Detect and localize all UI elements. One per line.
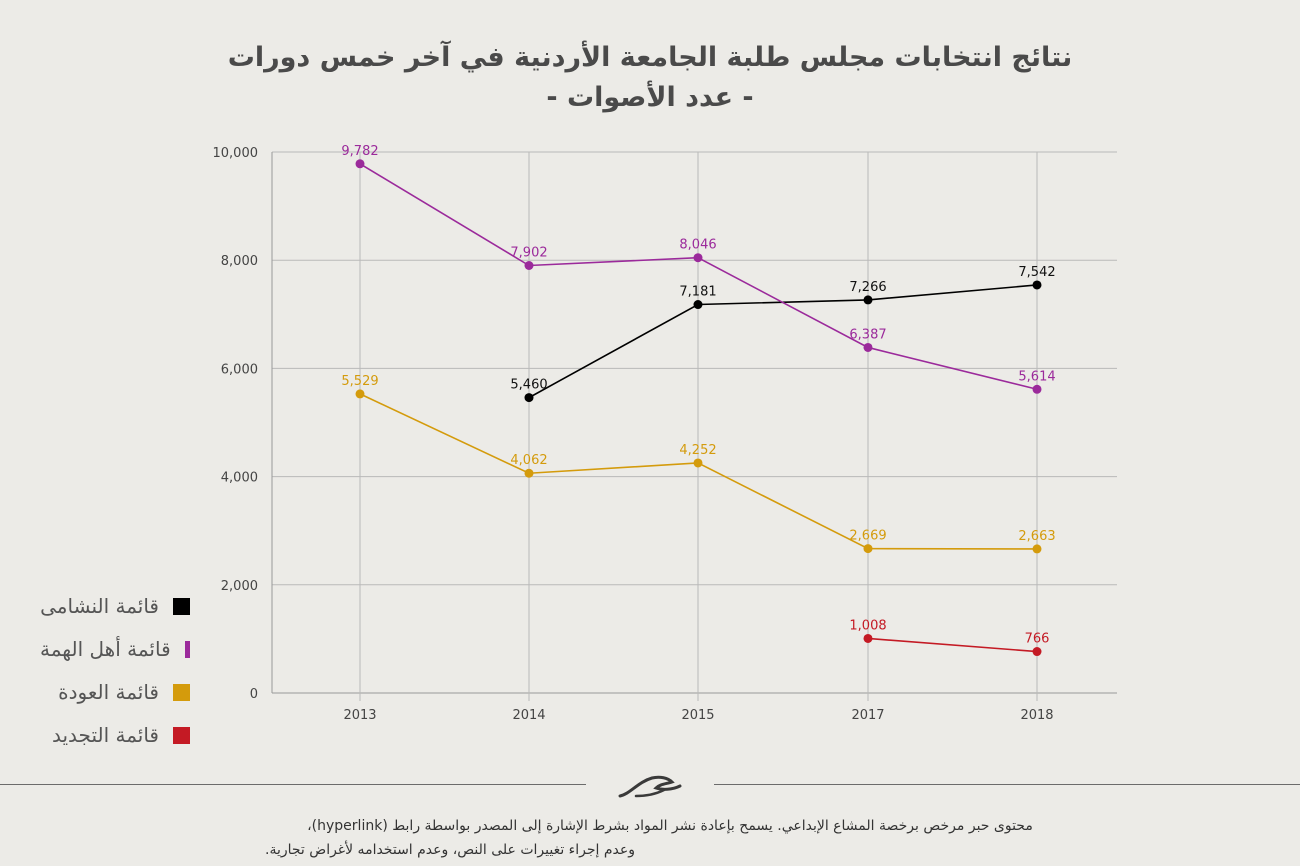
legend-item-altajdeed: قائمة التجديد [40,720,190,750]
legend-label: قائمة التجديد [51,723,159,747]
legend-item-ahl-alhimma: قائمة أهل الهمة [40,634,190,664]
legend-label: قائمة العودة [58,680,159,704]
data-point [693,253,703,263]
x-tick-label: 2018 [1020,708,1053,723]
data-label: 7,266 [849,280,886,295]
y-tick-label: 0 [250,687,258,702]
x-tick-label: 2013 [343,708,376,723]
chart-subtitle: - عدد الأصوات - [546,82,754,113]
data-label: 4,252 [679,443,716,458]
x-tick-label: 2014 [512,708,545,723]
data-point [1032,280,1042,290]
data-point [524,468,534,478]
legend-label: قائمة أهل الهمة [40,637,171,661]
x-tick-label: 2015 [681,708,714,723]
license-text-line1: محتوى حبر مرخص برخصة المشاع الإبداعي. يس… [307,818,1033,834]
license-text-line2: وعدم إجراء تغييرات على النص، وعدم استخدا… [265,842,635,858]
data-label: 7,902 [510,246,547,261]
data-point [693,458,703,468]
data-point [524,393,534,403]
series-line [867,637,1038,653]
y-tick-label: 6,000 [221,362,258,377]
data-point [863,295,873,305]
data-label: 9,782 [341,144,378,159]
y-tick-label: 2,000 [221,579,258,594]
legend-swatch [173,597,190,615]
data-point [863,544,873,554]
data-label: 5,614 [1018,369,1055,384]
legend-swatch [173,726,190,744]
chart-title: نتائج انتخابات مجلس طلبة الجامعة الأردني… [227,42,1073,73]
data-label: 7,542 [1018,265,1055,280]
data-label: 5,529 [341,374,378,389]
legend-label: قائمة النشامى [40,594,159,618]
data-label: 1,008 [849,618,886,633]
data-label: 5,460 [510,378,547,393]
data-label: 766 [1025,632,1050,647]
data-label: 2,669 [849,529,886,544]
data-label: 6,387 [849,327,886,342]
data-point [863,342,873,352]
footer-divider-left [0,784,586,785]
legend-item-nashama: قائمة النشامى [40,591,190,621]
data-label: 2,663 [1018,529,1055,544]
legend-swatch [173,683,190,701]
data-point [1032,544,1042,554]
footer-divider-right [714,784,1300,785]
data-label: 8,046 [679,238,716,253]
data-point [355,159,365,169]
brand-logo [618,775,682,798]
legend-swatch [184,640,190,658]
data-point [524,261,534,271]
y-tick-label: 8,000 [221,254,258,269]
data-point [1032,384,1042,394]
data-point [355,389,365,399]
data-point [1032,647,1042,657]
y-tick-label: 4,000 [221,471,258,486]
data-point [863,633,873,643]
data-label: 7,181 [679,285,716,300]
data-point [693,300,703,310]
data-label: 4,062 [510,453,547,468]
legend-item-alawda: قائمة العودة [40,677,190,707]
y-tick-label: 10,000 [213,146,259,161]
x-tick-label: 2017 [851,708,884,723]
